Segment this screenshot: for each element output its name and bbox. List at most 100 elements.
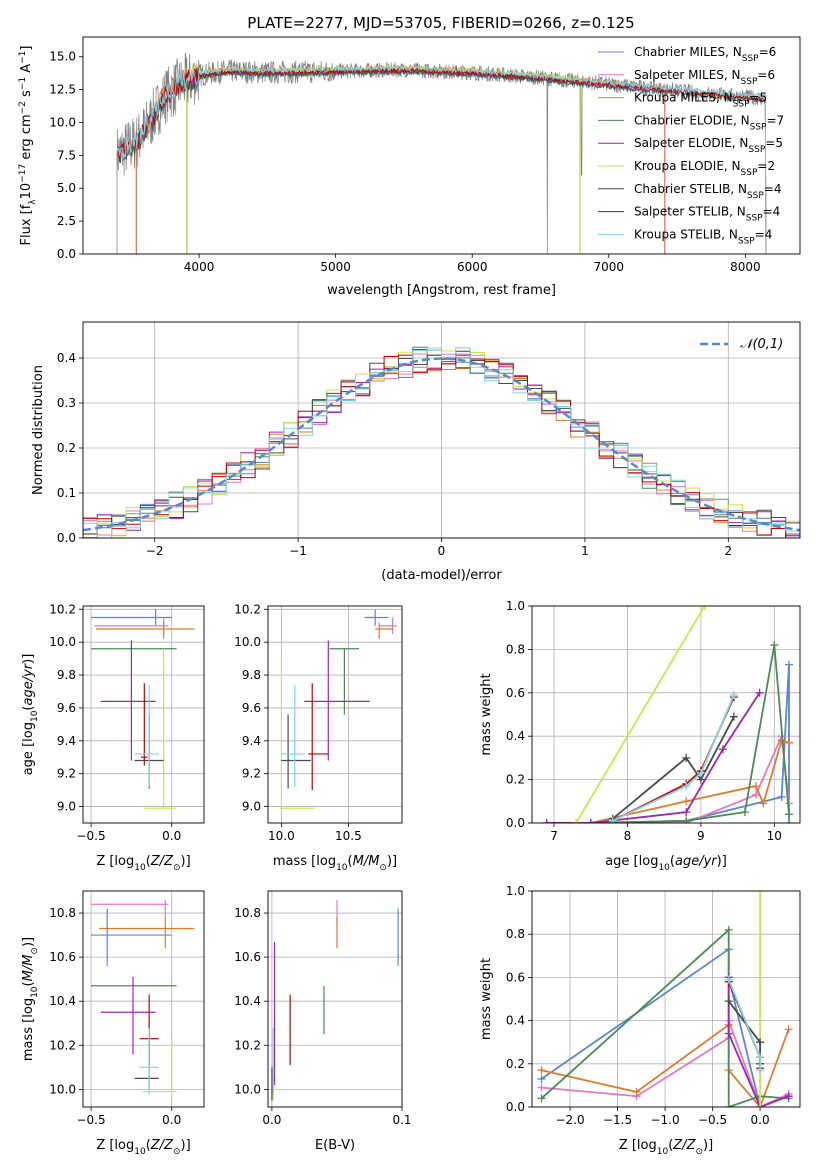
mass-weight-marker [740,808,749,817]
x-tick-label: 8 [624,829,632,843]
y-tick-label: 10.2 [234,1038,261,1052]
error-bar-point [364,609,389,626]
error-bar-point [91,908,172,966]
x-tick-label: 0.0 [751,1113,770,1127]
error-bar-point [95,622,195,639]
y-tick-label: 0.4 [506,1014,525,1028]
legend-entry: Kroupa MILES, NSSP=5 [634,91,767,110]
mass-weight-marker [756,1103,765,1107]
x-axis-label: wavelength [Angstrom, rest frame] [327,283,556,298]
error-bar-point [329,648,360,715]
mass-weight-marker [586,819,595,823]
y-tick-label: 0.3 [57,396,76,410]
residuals-frame [82,321,801,539]
legend-entry: Chabrier ELODIE, NSSP=7 [634,113,784,132]
y-tick-label: 0.8 [506,642,525,656]
mass-weight-marker [682,816,691,823]
mass-weight-marker [682,797,691,806]
mass-weight-marker [700,606,709,610]
y-tick-label: 5.0 [57,181,76,195]
mass-weight-marker [696,769,705,778]
residuals-panel: −2 −1 0 1 2 0.0 0.1 0.2 0.3 0.4 [57,321,801,558]
x-tick-label: −0.5 [76,829,105,843]
legend-entry: 𝒩(0,1) [740,337,783,352]
y-tick-label: 10.2 [234,602,261,616]
y-tick-label: 9.8 [242,668,261,682]
legend-entry: Salpeter ELODIE, NSSP=5 [634,136,783,155]
x-tick-label: 10.0 [268,829,295,843]
y-tick-label: 0.4 [506,729,525,743]
mass-weight-marker [542,819,551,823]
age-vs-mass-panel: 10.0 10.5 9.0 9.2 9.4 9.6 9.8 10.0 10.2 [234,602,403,843]
y-tick-label: 10.6 [49,950,76,964]
x-axis-label: (data-model)/error [381,568,502,583]
model-spectrum-line [186,66,581,254]
age-vs-z-panel: −0.5 0.0 9.0 9.2 9.4 9.6 9.8 10.0 10.2 [49,602,205,843]
x-tick-label: 0.0 [162,829,181,843]
error-bar-point [280,655,315,809]
error-bar-point [379,617,397,634]
mass-weight-marker [608,816,617,823]
x-tick-label: −0.5 [698,1113,727,1127]
y-tick-label: 10.0 [49,635,76,649]
y-tick-label: 15.0 [49,50,76,64]
normal-reference-curve [83,357,800,532]
error-bar-point [91,899,169,918]
mass-weight-marker [632,1087,641,1096]
mass-weight-marker [756,891,765,895]
residuals-plot-area [83,346,800,538]
x-tick-label: 2 [724,544,732,558]
error-bar-point [375,622,393,639]
error-bar-point [141,683,148,766]
mass-weight-marker [759,799,768,808]
mass-vs-ebv-frame [267,890,403,1108]
mass-weight-marker [755,688,764,697]
y-tick-label: 12.5 [49,83,76,97]
y-tick-label: 10.8 [49,906,76,920]
error-bar-point [100,640,156,761]
mass-weight-marker [770,641,779,650]
y-axis-label: mass weight [479,673,494,755]
error-bar-point [134,684,159,787]
mass-vs-ebv-plot-area [271,899,399,1101]
mass-weight-marker [682,808,691,817]
mass-weight-marker [784,810,793,819]
y-tick-label: 0.2 [506,1057,525,1071]
y-tick-label: 0.0 [57,531,76,545]
mass-weight-marker [729,712,738,721]
mass-weight-line [546,664,790,823]
legend-entry: Kroupa ELODIE, NSSP=2 [634,159,775,178]
x-tick-label: 0.1 [392,1113,411,1127]
legend-entry: Kroupa STELIB, NSSP=4 [634,227,772,246]
y-tick-label: 10.0 [234,1082,261,1096]
y-axis-label: Flux [fλ10−17 erg cm−2 s−1 A−1] [18,46,38,246]
mass-weight-marker [756,1038,765,1047]
error-bar-point [94,617,169,634]
error-bar-point [99,917,195,949]
mass-vs-z-frame [82,890,205,1108]
y-tick-label: 9.8 [57,668,76,682]
y-axis-label: Normed distribution [31,365,46,495]
mass-weight-marker [537,1094,546,1103]
y-tick-label: 10.2 [49,602,76,616]
legend-entry: Salpeter MILES, NSSP=6 [634,68,775,87]
x-tick-label: −1.0 [650,1113,679,1127]
residuals-axes: −2 −1 0 1 2 0.0 0.1 0.2 0.3 0.4 [57,321,801,558]
x-tick-label: 9 [697,829,705,843]
x-tick-label: 6000 [457,260,488,274]
y-tick-label: 10.0 [234,635,261,649]
mass-weight-marker [724,1029,733,1038]
y-tick-label: 0.0 [506,816,525,830]
y-axis-label: age [log10(age/yr)] [21,654,40,776]
mass-weight-vs-z-frame [531,890,801,1108]
y-tick-label: 9.0 [57,800,76,814]
y-tick-label: 0.4 [57,351,76,365]
error-bar-point [281,684,306,787]
mass-weight-vs-age-frame [531,605,801,824]
y-tick-label: 10.4 [234,994,261,1008]
mass-weight-marker [682,753,691,762]
mass-weight-line [590,644,790,823]
mass-weight-marker [784,819,793,823]
y-tick-label: 9.2 [242,767,261,781]
error-bar-point [281,714,311,789]
